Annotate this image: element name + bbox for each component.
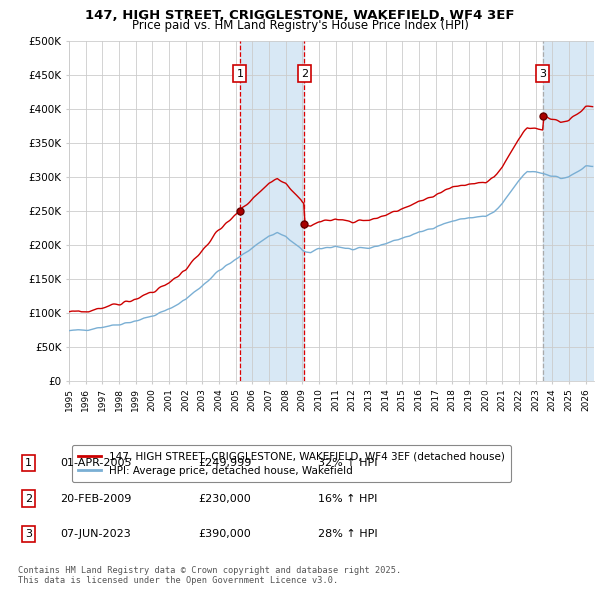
Text: £230,000: £230,000	[198, 494, 251, 503]
Bar	[240, 41, 304, 381]
Text: 01-APR-2005: 01-APR-2005	[60, 458, 131, 468]
Text: Price paid vs. HM Land Registry's House Price Index (HPI): Price paid vs. HM Land Registry's House …	[131, 19, 469, 32]
Text: 16% ↑ HPI: 16% ↑ HPI	[318, 494, 377, 503]
Text: 2: 2	[301, 68, 308, 78]
Text: 3: 3	[25, 529, 32, 539]
Text: 32% ↑ HPI: 32% ↑ HPI	[318, 458, 377, 468]
Text: 1: 1	[25, 458, 32, 468]
Text: 2: 2	[25, 494, 32, 503]
Text: £249,999: £249,999	[198, 458, 251, 468]
Text: 28% ↑ HPI: 28% ↑ HPI	[318, 529, 377, 539]
Text: 3: 3	[539, 68, 547, 78]
Text: 20-FEB-2009: 20-FEB-2009	[60, 494, 131, 503]
Text: Contains HM Land Registry data © Crown copyright and database right 2025.
This d: Contains HM Land Registry data © Crown c…	[18, 566, 401, 585]
Bar	[543, 41, 594, 381]
Text: 07-JUN-2023: 07-JUN-2023	[60, 529, 131, 539]
Text: £390,000: £390,000	[198, 529, 251, 539]
Text: 147, HIGH STREET, CRIGGLESTONE, WAKEFIELD, WF4 3EF: 147, HIGH STREET, CRIGGLESTONE, WAKEFIEL…	[85, 9, 515, 22]
Legend: 147, HIGH STREET, CRIGGLESTONE, WAKEFIELD, WF4 3EF (detached house), HPI: Averag: 147, HIGH STREET, CRIGGLESTONE, WAKEFIEL…	[71, 445, 511, 482]
Text: 1: 1	[236, 68, 244, 78]
